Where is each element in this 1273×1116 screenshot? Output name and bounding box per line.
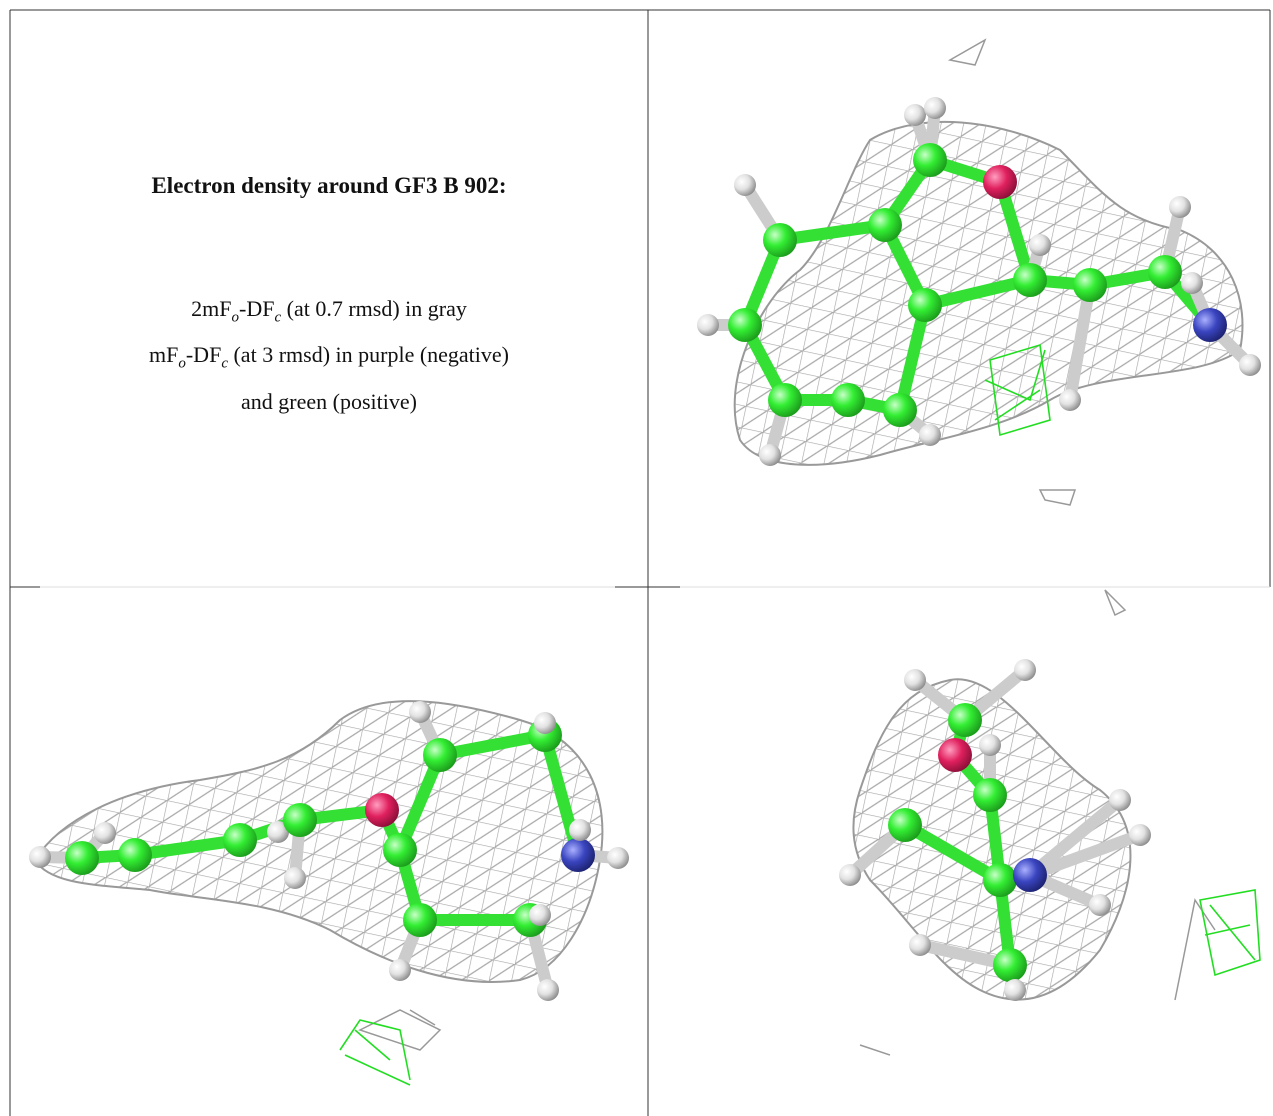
caption-line: and green (positive) <box>10 383 648 420</box>
page: Electron density around GF3 B 902: 2mFo-… <box>0 0 1273 1116</box>
atom <box>1129 824 1151 846</box>
atom <box>768 383 802 417</box>
atom <box>924 97 946 119</box>
atom <box>883 393 917 427</box>
atom <box>1109 789 1131 811</box>
atom <box>1073 268 1107 302</box>
atom <box>888 808 922 842</box>
atom <box>409 701 431 723</box>
atom <box>948 703 982 737</box>
caption-text: 2mF <box>191 296 231 321</box>
atom <box>1013 858 1047 892</box>
atom <box>904 669 926 691</box>
atom <box>1148 255 1182 289</box>
caption-text: (at 0.7 rmsd) in gray <box>281 296 467 321</box>
atom <box>1239 354 1261 376</box>
atom <box>284 867 306 889</box>
atom <box>728 308 762 342</box>
atom <box>908 288 942 322</box>
atom <box>1193 308 1227 342</box>
density-fragment <box>1105 590 1125 615</box>
atom <box>1089 894 1111 916</box>
atom <box>94 822 116 844</box>
atom <box>365 793 399 827</box>
atom <box>383 833 417 867</box>
atom <box>759 444 781 466</box>
subscript: c <box>221 356 228 372</box>
atom <box>534 712 556 734</box>
atom <box>537 979 559 1001</box>
caption-text: -DF <box>239 296 274 321</box>
atom <box>65 841 99 875</box>
caption: Electron density around GF3 B 902: 2mFo-… <box>10 10 648 587</box>
atom <box>607 847 629 869</box>
atom <box>1059 389 1081 411</box>
atom <box>697 314 719 336</box>
atom <box>283 803 317 837</box>
atom <box>913 143 947 177</box>
atom <box>29 846 51 868</box>
density-fragment <box>950 40 985 65</box>
atom <box>1004 979 1026 1001</box>
atom <box>561 838 595 872</box>
density-fragment <box>1040 490 1075 505</box>
atom <box>423 738 457 772</box>
atom <box>973 778 1007 812</box>
difference-density <box>1200 890 1260 975</box>
atom <box>1013 263 1047 297</box>
caption-line: mFo-DFc (at 3 rmsd) in purple (negative) <box>10 336 648 382</box>
atom <box>983 165 1017 199</box>
atom <box>223 823 257 857</box>
atom <box>839 864 861 886</box>
caption-title: Electron density around GF3 B 902: <box>10 173 648 199</box>
atom <box>1169 196 1191 218</box>
atom <box>919 424 941 446</box>
caption-text: (at 3 rmsd) in purple (negative) <box>228 342 509 367</box>
atom <box>904 104 926 126</box>
atom <box>979 734 1001 756</box>
atom <box>909 934 931 956</box>
density-fragment <box>860 1045 890 1055</box>
subscript: o <box>178 356 186 372</box>
density-fragment <box>1175 900 1215 1000</box>
difference-density <box>340 1020 410 1085</box>
caption-text: -DF <box>186 342 221 367</box>
atom <box>403 903 437 937</box>
atom <box>569 819 591 841</box>
atom <box>734 174 756 196</box>
atom <box>983 863 1017 897</box>
caption-line: 2mFo-DFc (at 0.7 rmsd) in gray <box>10 290 648 336</box>
atom <box>938 738 972 772</box>
atom <box>993 948 1027 982</box>
atom <box>529 904 551 926</box>
caption-text: and green (positive) <box>241 389 417 414</box>
atom <box>389 959 411 981</box>
atom <box>763 223 797 257</box>
atom <box>1029 234 1051 256</box>
atom <box>1181 272 1203 294</box>
atom <box>868 208 902 242</box>
atom <box>1014 659 1036 681</box>
atom <box>118 838 152 872</box>
caption-text: mF <box>149 342 178 367</box>
atom <box>831 383 865 417</box>
subscript: o <box>232 309 240 325</box>
